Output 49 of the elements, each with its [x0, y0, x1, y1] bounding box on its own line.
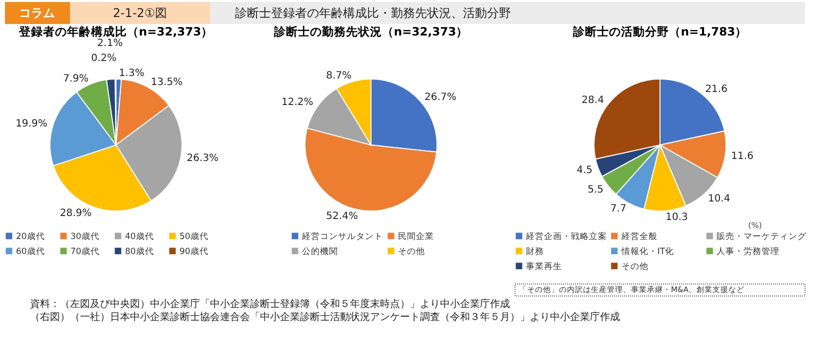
data-label: 11.6	[731, 150, 754, 162]
legend-label: 90歳代	[180, 246, 208, 257]
legend-label: 公的機関	[302, 246, 338, 257]
data-label: 8.7%	[326, 70, 352, 82]
text: (%)	[748, 221, 762, 230]
text: コラム	[19, 6, 55, 20]
legend-label: その他	[621, 261, 648, 272]
text: 診断士登録者の年齢構成比・勤務先状況、活動分野	[235, 6, 511, 20]
data-label: 26.7%	[424, 92, 456, 103]
legend-label: 事業再生	[526, 261, 562, 272]
data-label: 12.2%	[282, 96, 314, 108]
data-label: 52.4%	[326, 210, 358, 222]
data-label: 0.2%	[91, 53, 117, 64]
legend-label: 70歳代	[70, 246, 100, 257]
legend-label: 経営企画・戦略立案	[525, 231, 607, 242]
data-label: 19.9%	[16, 118, 48, 130]
data-label: 2.1%	[97, 38, 123, 50]
chart-title: 登録者の年齢構成比（n=32,373）	[18, 24, 214, 38]
data-label: 13.5%	[150, 77, 183, 88]
legend-label: 80歳代	[125, 246, 154, 257]
text: 2-1-2①図	[112, 6, 168, 20]
text: 資料：（左図及び中央図）中小企業庁「中小企業診断士登録簿（令和５年度末時点）」より中小企業庁作成	[30, 298, 510, 310]
legend-label: その他	[398, 246, 425, 257]
legend-label: 経営全般	[620, 231, 658, 242]
legend-label: 民間企業	[398, 231, 434, 242]
chart-title: 診断士の勤務先状況（n=32,373）	[272, 24, 468, 38]
data-label: 4.5	[576, 165, 592, 176]
data-label: 28.4	[582, 94, 604, 106]
data-label: 10.3	[666, 212, 688, 223]
legend-label: 60歳代	[16, 246, 45, 257]
legend-label: 情報化・IT化	[620, 246, 674, 257]
chart-title: 診断士の活動分野（n=1,783）	[572, 24, 748, 38]
legend-label: 40歳代	[125, 231, 154, 242]
legend-label: 経営コンサルタント	[301, 231, 383, 242]
data-label: 7.7	[610, 204, 626, 215]
legend-label: 30歳代	[70, 231, 100, 242]
data-label: 10.4	[708, 194, 730, 205]
legend-label: 財務	[526, 246, 544, 257]
data-label: 26.3%	[186, 153, 219, 164]
legend-label: 50歳代	[180, 231, 208, 242]
data-label: 1.3%	[118, 68, 144, 80]
data-label: 5.5	[588, 184, 604, 196]
legend-label: 20歳代	[16, 231, 45, 242]
data-label: 28.9%	[60, 208, 92, 219]
legend-label: 販売・マーケティング	[716, 231, 808, 242]
data-label: 21.6	[705, 84, 728, 95]
legend-label: 人事・労務管理	[716, 246, 780, 257]
text: （右図）（一社）日本中小企業診断士協会連合会「中小企業診断士活動状況アンケート調査（令和３年５月）」より中小企業庁作成	[30, 311, 620, 323]
data-label: 7.9%	[63, 73, 88, 84]
